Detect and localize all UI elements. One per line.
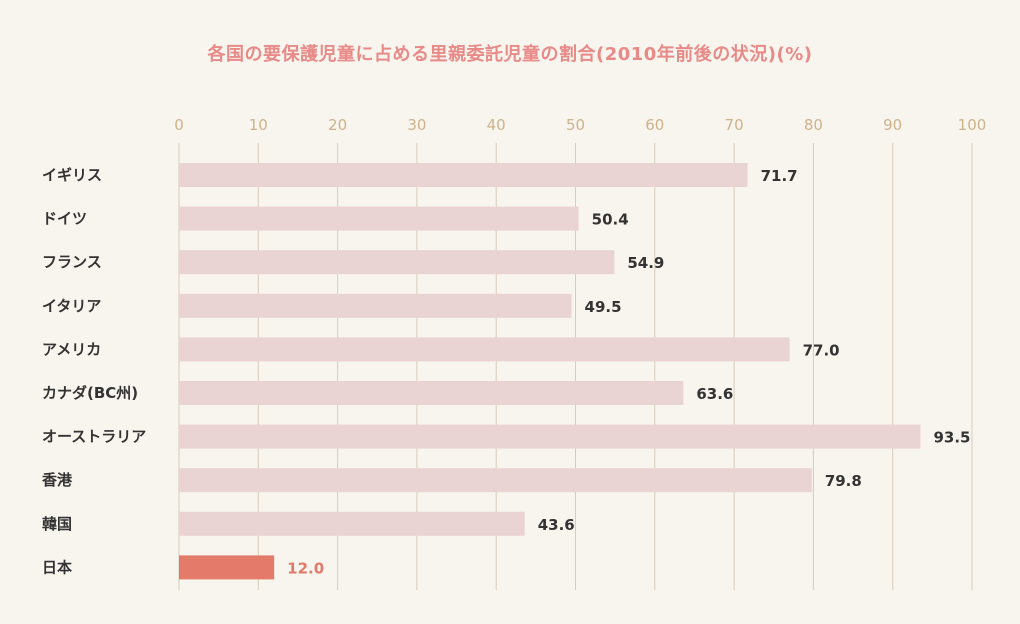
category-label: イタリア xyxy=(42,297,101,315)
value-label: 71.7 xyxy=(761,167,798,185)
bar xyxy=(179,425,920,449)
category-label: 香港 xyxy=(42,471,73,489)
category-label: アメリカ xyxy=(42,340,101,358)
x-tick-label: 50 xyxy=(566,116,585,134)
bar xyxy=(179,250,614,274)
x-tick-label: 40 xyxy=(487,116,506,134)
value-label: 77.0 xyxy=(803,341,840,359)
bar xyxy=(179,381,683,405)
value-label: 79.8 xyxy=(825,472,862,490)
value-label: 12.0 xyxy=(287,559,324,577)
value-label: 43.6 xyxy=(538,516,575,534)
bar xyxy=(179,337,790,361)
x-tick-label: 20 xyxy=(328,116,347,134)
bar xyxy=(179,207,579,231)
chart-container: 各国の要保護児童に占める里親委託児童の割合(2010年前後の状況)(%) 0 10… xyxy=(0,0,1020,624)
bar xyxy=(179,294,572,318)
bar xyxy=(179,468,812,492)
category-label: フランス xyxy=(42,253,102,271)
x-tick-label: 60 xyxy=(645,116,664,134)
value-label: 50.4 xyxy=(592,211,629,229)
category-label: 韓国 xyxy=(42,515,72,533)
category-label: 日本 xyxy=(42,558,72,576)
bar-chart: 0 10 20 30 40 50 60 70 80 90 100 イギリス 71.7 ドイツ 50.4 フラン… xyxy=(0,0,1020,624)
x-tick-label: 70 xyxy=(725,116,744,134)
value-label: 93.5 xyxy=(933,429,970,447)
category-label: ドイツ xyxy=(42,210,87,228)
category-label: イギリス xyxy=(42,166,102,184)
bar xyxy=(179,163,748,187)
x-tick-label: 0 xyxy=(174,116,184,134)
x-tick-label: 90 xyxy=(883,116,902,134)
bar-highlight xyxy=(179,555,274,579)
category-label: オーストラリア xyxy=(42,428,146,446)
x-tick-label: 10 xyxy=(249,116,268,134)
value-label: 54.9 xyxy=(627,254,664,272)
bar xyxy=(179,512,525,536)
x-tick-label: 30 xyxy=(407,116,426,134)
category-label: カナダ(BC州) xyxy=(42,384,138,402)
x-tick-label: 100 xyxy=(958,116,987,134)
value-label: 49.5 xyxy=(585,298,622,316)
value-label: 63.6 xyxy=(696,385,733,403)
x-tick-label: 80 xyxy=(804,116,823,134)
